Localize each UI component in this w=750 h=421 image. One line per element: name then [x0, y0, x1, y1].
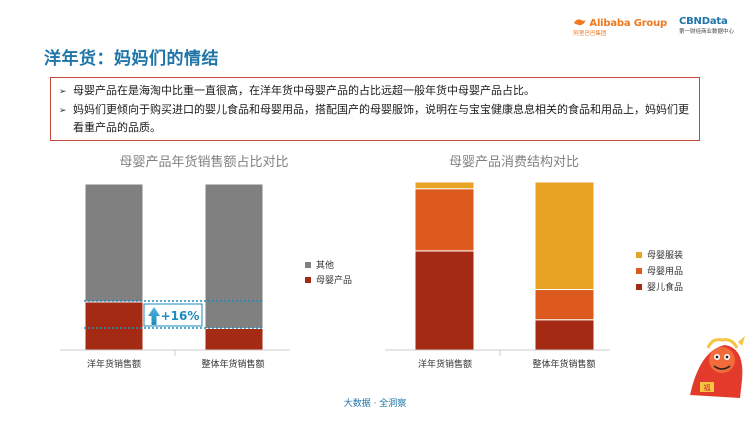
chart-consumption-structure: 母婴产品消费结构对比 洋年货销售额 整体年货销售额 母婴服装 母婴用品 婴儿食品 — [385, 155, 683, 370]
finding-item: ➢ 母婴产品在是海淘中比重一直很高，在洋年货中母婴产品的占比远超一般年货中母婴产… — [59, 82, 693, 101]
bar-segment — [84, 301, 144, 351]
chart-bars — [414, 181, 595, 351]
legend-swatch — [636, 284, 642, 290]
legend-label: 母婴服装 — [647, 249, 683, 261]
bar-segment — [414, 250, 475, 351]
x-tick-label: 洋年货销售额 — [87, 358, 141, 370]
bar-segment — [534, 181, 595, 291]
bar-segment — [414, 181, 475, 190]
legend-label: 婴儿食品 — [647, 281, 683, 293]
bar-segment — [204, 183, 264, 329]
finding-text: 母婴产品在是海淘中比重一直很高，在洋年货中母婴产品的占比远超一般年货中母婴产品占… — [73, 84, 535, 97]
legend-swatch — [636, 252, 642, 258]
annotation-box — [143, 303, 203, 327]
legend-label: 母婴用品 — [647, 266, 683, 277]
cbndata-logo: CBNData 第一财经商业数据中心 — [679, 16, 734, 36]
x-tick-label: 整体年货销售额 — [532, 358, 595, 370]
x-tick-label: 洋年货销售额 — [418, 358, 472, 370]
alibaba-logo: Alibaba Group 阿里巴巴集团 — [573, 16, 667, 38]
chart-legend: 母婴服装 母婴用品 婴儿食品 — [636, 249, 683, 293]
bar-segment — [414, 188, 475, 252]
key-findings-box: ➢ 母婴产品在是海淘中比重一直很高，在洋年货中母婴产品的占比远超一般年货中母婴产… — [50, 77, 700, 141]
chart-share-comparison: 母婴产品年货销售额占比对比 洋年货销售额 整体年货销售额 +16% 其他 母婴产… — [60, 154, 352, 370]
bar-segment — [84, 183, 144, 303]
bar-segment — [204, 327, 264, 351]
bar-segment — [534, 319, 595, 351]
cbndata-logo-text: CBNData — [678, 16, 728, 27]
chart-title: 母婴产品消费结构对比 — [449, 155, 579, 170]
legend-swatch — [305, 277, 311, 283]
bullet-arrow-icon: ➢ — [59, 106, 67, 116]
svg-text:福: 福 — [704, 383, 711, 392]
bar-segment — [534, 289, 595, 321]
difference-annotation: +16% — [84, 300, 262, 329]
chart-legend: 其他 母婴产品 — [305, 259, 352, 286]
footer-tagline: 大数据 · 全洞察 — [343, 399, 407, 409]
finding-item: ➢ 妈妈们更倾向于购买进口的婴儿食品和母婴用品，搭配国产的母婴服饰，说明在与宝宝… — [59, 101, 693, 137]
brand-logos: Alibaba Group 阿里巴巴集团 CBNData 第一财经商业数据中心 — [573, 16, 734, 42]
finding-text: 妈妈们更倾向于购买进口的婴儿食品和母婴用品，搭配国产的母婴服饰，说明在与宝宝健康… — [73, 103, 689, 134]
x-tick-label: 整体年货销售额 — [201, 358, 264, 370]
lion-dance-mascot-icon: 福 — [690, 336, 745, 398]
up-arrow-icon — [148, 307, 160, 325]
legend-label: 其他 — [316, 259, 334, 271]
legend-label: 母婴产品 — [316, 274, 352, 286]
alibaba-logo-subtext: 阿里巴巴集团 — [573, 31, 607, 37]
slide-title: 洋年货：妈妈们的情结 — [44, 49, 219, 69]
bullet-arrow-icon: ➢ — [59, 87, 67, 97]
chart-title: 母婴产品年货销售额占比对比 — [119, 154, 288, 170]
legend-swatch — [305, 262, 311, 268]
annotation-text: +16% — [161, 309, 200, 323]
cbndata-logo-subtext: 第一财经商业数据中心 — [678, 29, 734, 35]
alibaba-icon — [573, 17, 587, 27]
legend-swatch — [636, 268, 642, 274]
alibaba-logo-text: Alibaba Group — [589, 18, 667, 29]
